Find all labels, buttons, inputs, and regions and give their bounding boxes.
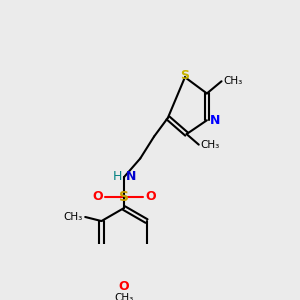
Text: CH₃: CH₃ [64,212,83,222]
Text: N: N [210,114,220,127]
Text: H: H [113,170,122,183]
Text: CH₃: CH₃ [200,140,220,150]
Text: O: O [145,190,156,203]
Text: O: O [92,190,103,203]
Text: N: N [126,170,136,183]
Text: CH₃: CH₃ [223,76,242,86]
Text: O: O [119,280,129,293]
Text: S: S [180,69,189,82]
Text: CH₃: CH₃ [114,292,134,300]
Text: S: S [119,190,129,204]
